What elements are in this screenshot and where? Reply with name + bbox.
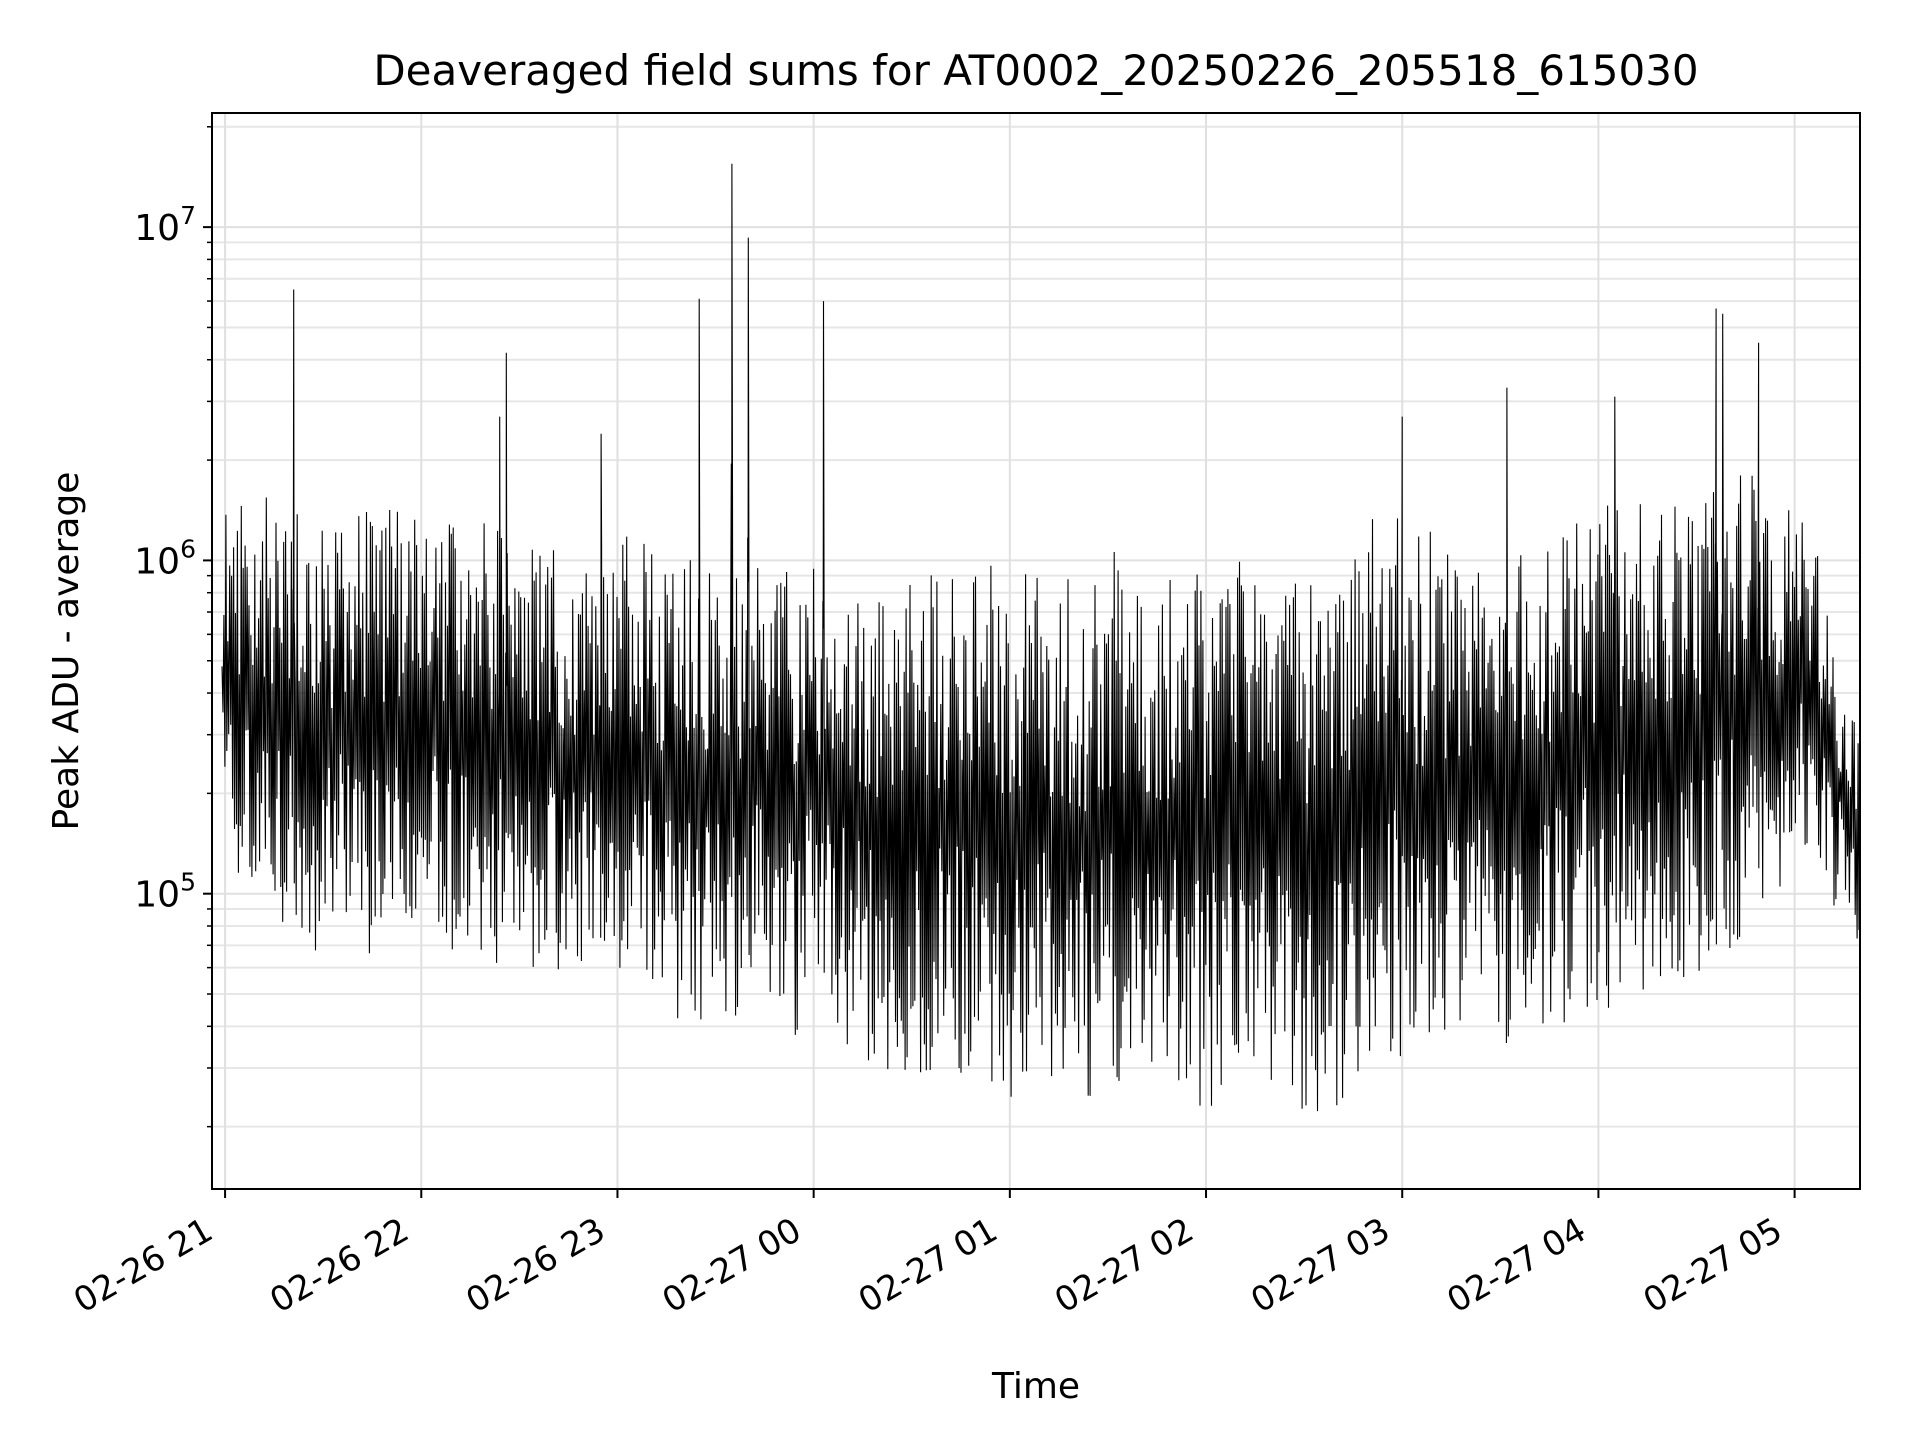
x-axis-label: Time: [991, 1366, 1080, 1407]
y-tick-label: 106: [134, 534, 196, 582]
x-tick-label: 02-27 05: [1637, 1210, 1789, 1321]
data-layer: [221, 163, 1861, 1112]
x-tick-label: 02-26 22: [263, 1210, 415, 1321]
x-tick-label: 02-27 01: [852, 1210, 1004, 1321]
axes-frame: [211, 112, 1861, 1190]
x-tick-label: 02-27 00: [656, 1210, 808, 1321]
x-tick-label: 02-27 04: [1441, 1210, 1593, 1321]
y-tick-label: 105: [134, 868, 196, 916]
y-tick-label: 107: [134, 201, 196, 249]
chart-title: Deaveraged field sums for AT0002_2025022…: [373, 46, 1698, 95]
x-tick-label: 02-27 03: [1244, 1210, 1396, 1321]
y-axis-label: Peak ADU - average: [46, 472, 87, 831]
x-tick-label: 02-27 02: [1048, 1210, 1200, 1321]
series-line: [221, 163, 1861, 1112]
x-tick-label: 02-26 21: [67, 1210, 219, 1321]
x-tick-label: 02-26 23: [460, 1210, 612, 1321]
